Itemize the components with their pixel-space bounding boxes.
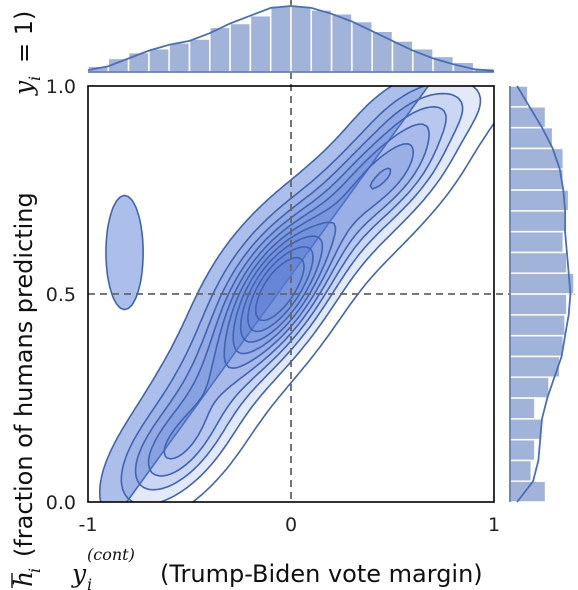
y-hist-bar [509, 355, 561, 378]
x-tick-label: 0 [285, 514, 297, 536]
y-label-var: y [9, 80, 38, 96]
x-hist-bar [229, 22, 252, 73]
x-tick-label: 1 [488, 514, 500, 536]
y-hist-bar [509, 251, 568, 274]
x-label-symbol: y [71, 559, 87, 588]
x-hist-bar [168, 42, 191, 73]
y-axis-label: h i (fraction of humans predicting y i =… [9, 11, 44, 588]
x-tick-labels: -1 0 1 [79, 514, 501, 536]
y-label-text: (fraction of humans predicting [10, 192, 38, 557]
kde-contours [99, 86, 494, 502]
contour-level-8 [239, 235, 324, 343]
y-hist-bar [509, 334, 565, 358]
y-hist-bar [509, 272, 575, 295]
y-tick-label: 0.0 [46, 492, 76, 514]
x-hist-bar [290, 5, 313, 73]
contour-level-7 [232, 167, 392, 355]
y-hist-bar [509, 418, 543, 441]
x-hist-bar [148, 47, 170, 73]
y-hist-bar [509, 168, 565, 191]
x-hist-bar [209, 26, 231, 73]
reference-lines [88, 0, 578, 502]
y-label-var-subscript: i [25, 76, 44, 81]
y-hist-bar [509, 126, 554, 150]
y-hist-bar [509, 376, 550, 399]
y-label-symbol: h [9, 571, 38, 587]
y-hist-bar [509, 210, 566, 233]
y-marginal-histogram [509, 85, 575, 503]
y-tick-labels: 0.0 0.5 1.0 [46, 76, 76, 514]
x-axis-label: y i (cont) (Trump-Biden vote margin) [71, 545, 483, 590]
contour-level-3 [134, 92, 464, 491]
x-marginal-histogram [87, 5, 495, 73]
y-hist-bar [509, 230, 565, 254]
y-hist-bar [509, 438, 536, 462]
x-hist-bar [330, 13, 353, 73]
x-label-subscript: i [87, 575, 92, 590]
y-hist-bar [509, 480, 547, 503]
contour-level-4 [147, 106, 447, 477]
x-hist-bar [188, 38, 211, 73]
y-hist-bar [509, 314, 566, 337]
y-kde-curve [516, 85, 572, 503]
x-hist-bar [310, 9, 333, 73]
contour-level-9 [247, 246, 314, 333]
y-hist-bar [509, 397, 536, 420]
x-hist-bar [249, 14, 272, 73]
contour-level-5 [163, 123, 430, 460]
x-label-superscript: (cont) [87, 545, 135, 564]
x-hist-bar [371, 30, 394, 73]
plot-frame [87, 85, 495, 503]
y-tick-label: 0.5 [46, 284, 76, 306]
y-hist-bar [509, 189, 570, 212]
y-label-subscript: i [25, 568, 44, 573]
contour-level-1 [99, 86, 494, 502]
y-hist-bar [509, 459, 533, 482]
x-tick-label: -1 [79, 514, 98, 536]
x-kde-curve [87, 5, 495, 72]
contour-level-6 [223, 143, 415, 369]
x-label-text: (Trump-Biden vote margin) [160, 560, 483, 588]
y-label-text-end: = 1) [10, 11, 38, 63]
y-hist-bar [509, 293, 568, 316]
x-hist-bar [269, 5, 292, 73]
contour-level-2 [120, 86, 482, 502]
x-hist-bar [127, 51, 150, 73]
y-tick-label: 1.0 [46, 76, 76, 98]
